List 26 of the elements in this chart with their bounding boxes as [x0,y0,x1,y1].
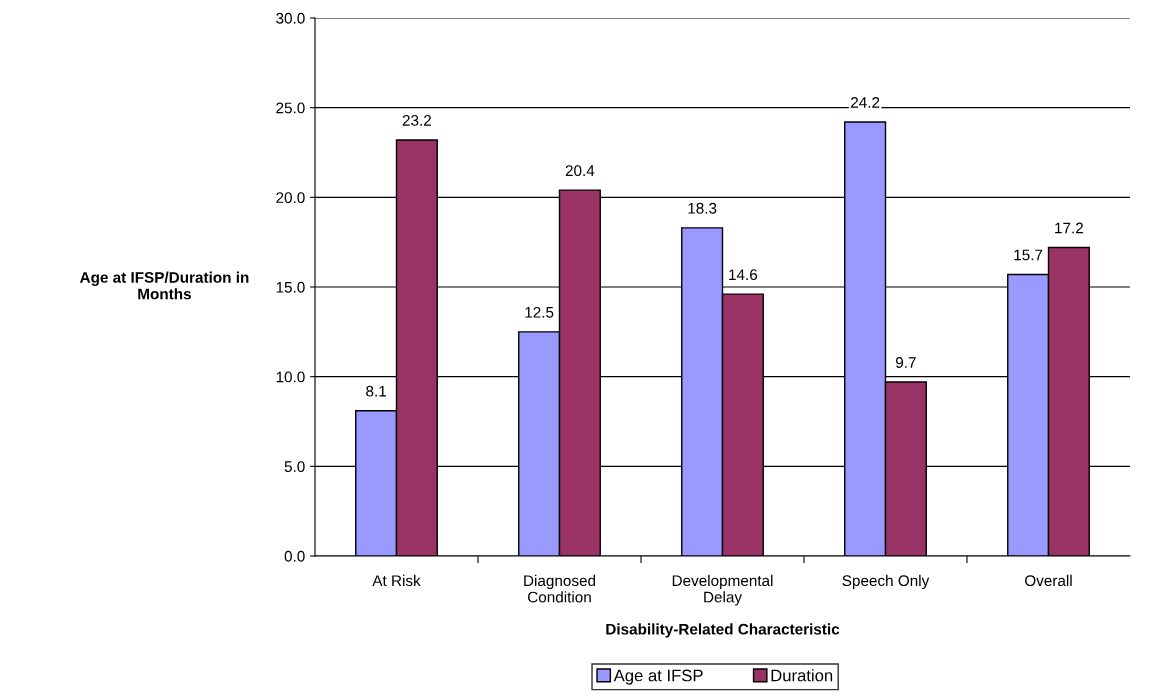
legend-label: Duration [771,669,833,682]
y-tick-label: 0.0 [284,550,305,562]
x-axis-title: Disability-Related Characteristic [606,623,840,638]
data-label: 20.4 [565,165,595,177]
data-label: 8.1 [366,385,386,397]
y-tick-label: 10.0 [276,371,305,383]
data-label: 14.6 [729,269,758,281]
y-tick-label: 25.0 [276,102,305,114]
y-tick-label: 15.0 [276,281,305,293]
data-label: 18.3 [688,202,717,214]
data-label: 15.7 [1014,249,1043,261]
x-tick-label: At Risk [372,574,421,587]
x-tick-label: Speech Only [842,574,930,590]
y-tick-label: 5.0 [284,461,305,473]
x-tick-label: Developmental Delay [672,574,773,606]
data-label: 23.2 [402,115,431,126]
y-tick-label: 30.0 [276,12,305,24]
legend-label: Age at IFSP [613,669,703,685]
y-tick-label: 20.0 [276,192,305,204]
y-axis-title: Age at IFSP/Duration in Months [79,271,249,300]
data-label: 17.2 [1055,222,1083,234]
data-label: 12.5 [525,306,554,318]
data-label: 9.7 [895,357,916,368]
x-tick-label: Diagnosed Condition [524,574,596,603]
data-label: 24.2 [851,97,880,108]
x-tick-label: Overall [1025,574,1072,587]
